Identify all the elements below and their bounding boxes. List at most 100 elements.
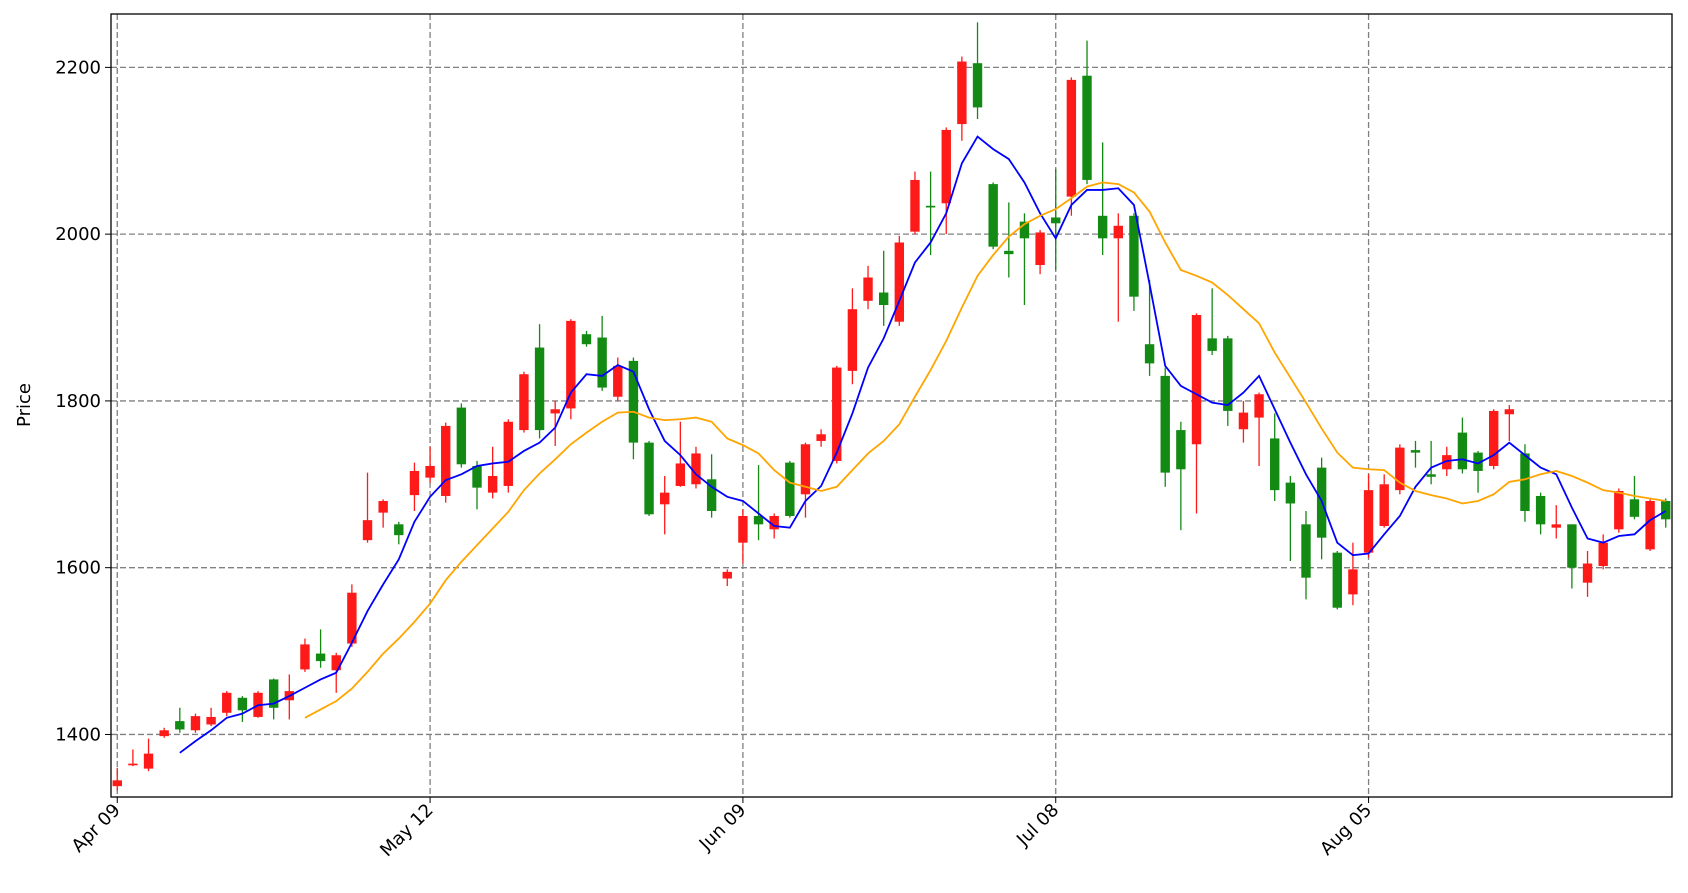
candle-body [159, 730, 169, 737]
candle-body [1082, 75, 1092, 180]
candle-body [722, 571, 732, 579]
candle-body [394, 524, 404, 536]
candle-body [409, 470, 420, 496]
moving-average-line [304, 181, 1666, 719]
candle-body [190, 716, 201, 731]
candle-body [519, 374, 529, 431]
candle-body [1035, 232, 1045, 265]
candle-body [1363, 490, 1374, 553]
candle-body [800, 444, 811, 495]
candle-body [1473, 452, 1483, 471]
candle-body [1645, 500, 1655, 550]
candle-body [941, 129, 951, 204]
y-tick-label: 1800 [55, 391, 101, 412]
candle-body [1113, 225, 1123, 239]
candle-body [816, 434, 826, 441]
candle-body [660, 492, 670, 505]
candle-body [175, 721, 185, 730]
candle-body [1191, 315, 1202, 445]
candle-body [378, 500, 388, 513]
y-tick-label: 1600 [55, 558, 101, 579]
candle-body [878, 292, 889, 306]
candle-body [1614, 490, 1624, 530]
candle-body [534, 347, 545, 431]
y-tick-label: 2200 [55, 57, 101, 78]
candle-body [706, 479, 717, 511]
candle-body [1223, 338, 1233, 411]
candle-body [487, 475, 498, 493]
candle-body [832, 367, 842, 461]
candle-body [112, 780, 122, 787]
candle-body [847, 309, 858, 371]
candle-body [863, 277, 873, 301]
candle-body [613, 365, 623, 397]
candle-body [957, 61, 967, 125]
candle-body [425, 465, 435, 478]
candle-body [441, 425, 451, 496]
candle-body [1144, 344, 1155, 364]
candle-body [1301, 524, 1311, 578]
candle-body [268, 679, 279, 708]
candle-body [1066, 79, 1077, 197]
candle-body [1582, 563, 1593, 583]
candle-body [566, 320, 576, 409]
candle-body [1238, 412, 1249, 430]
candle-body [1019, 221, 1030, 239]
candle-body [1598, 542, 1608, 567]
candle-body [550, 409, 560, 414]
candle-body [1254, 394, 1264, 418]
candle-body [1051, 217, 1061, 224]
candle-body [972, 63, 983, 108]
candle-body [1176, 430, 1186, 470]
candle-body [1160, 375, 1170, 473]
candle-body [1332, 552, 1342, 608]
candle-body [1551, 524, 1561, 528]
candle-body [1488, 410, 1499, 466]
candle-body [347, 592, 357, 644]
candle-body [988, 184, 998, 247]
candle-body [503, 421, 513, 486]
candle-body [753, 515, 764, 525]
candle-body [769, 515, 779, 530]
candle-body [628, 360, 639, 443]
candle-body [1207, 338, 1217, 351]
candle-body [597, 337, 607, 388]
candle-body [315, 653, 326, 662]
candle-body [581, 334, 592, 345]
candle-body [362, 520, 373, 541]
candle-body [472, 465, 482, 488]
candle-body [1129, 215, 1139, 297]
candle-body [128, 763, 138, 766]
candle-body [910, 179, 920, 232]
y-tick-label: 1400 [55, 724, 101, 745]
candle-body [222, 692, 232, 713]
candle-body [1457, 432, 1468, 470]
y-tick-label: 2000 [55, 224, 101, 245]
candle-body [738, 515, 748, 543]
candle-body [1504, 409, 1515, 415]
candle-body [1379, 484, 1389, 526]
candle-body [1004, 250, 1014, 255]
candle-body [691, 453, 701, 485]
y-axis-label: Price [14, 383, 35, 427]
candle-body [206, 716, 216, 725]
candle-body [331, 655, 341, 671]
candle-body [1426, 474, 1436, 477]
candle-body [894, 242, 905, 322]
moving-average-line [179, 135, 1667, 754]
candle-body [456, 407, 467, 465]
candle-body [1629, 499, 1640, 517]
candle-body [143, 753, 154, 769]
candle-body [675, 463, 686, 486]
candle-body [1442, 455, 1452, 470]
candle-body [1567, 524, 1577, 568]
candle-body [1285, 482, 1296, 504]
candle-body [1348, 569, 1358, 595]
candle-body [1661, 500, 1671, 520]
candle-body [1410, 450, 1421, 453]
candle-body [1270, 438, 1280, 491]
candle-body [1395, 447, 1405, 491]
